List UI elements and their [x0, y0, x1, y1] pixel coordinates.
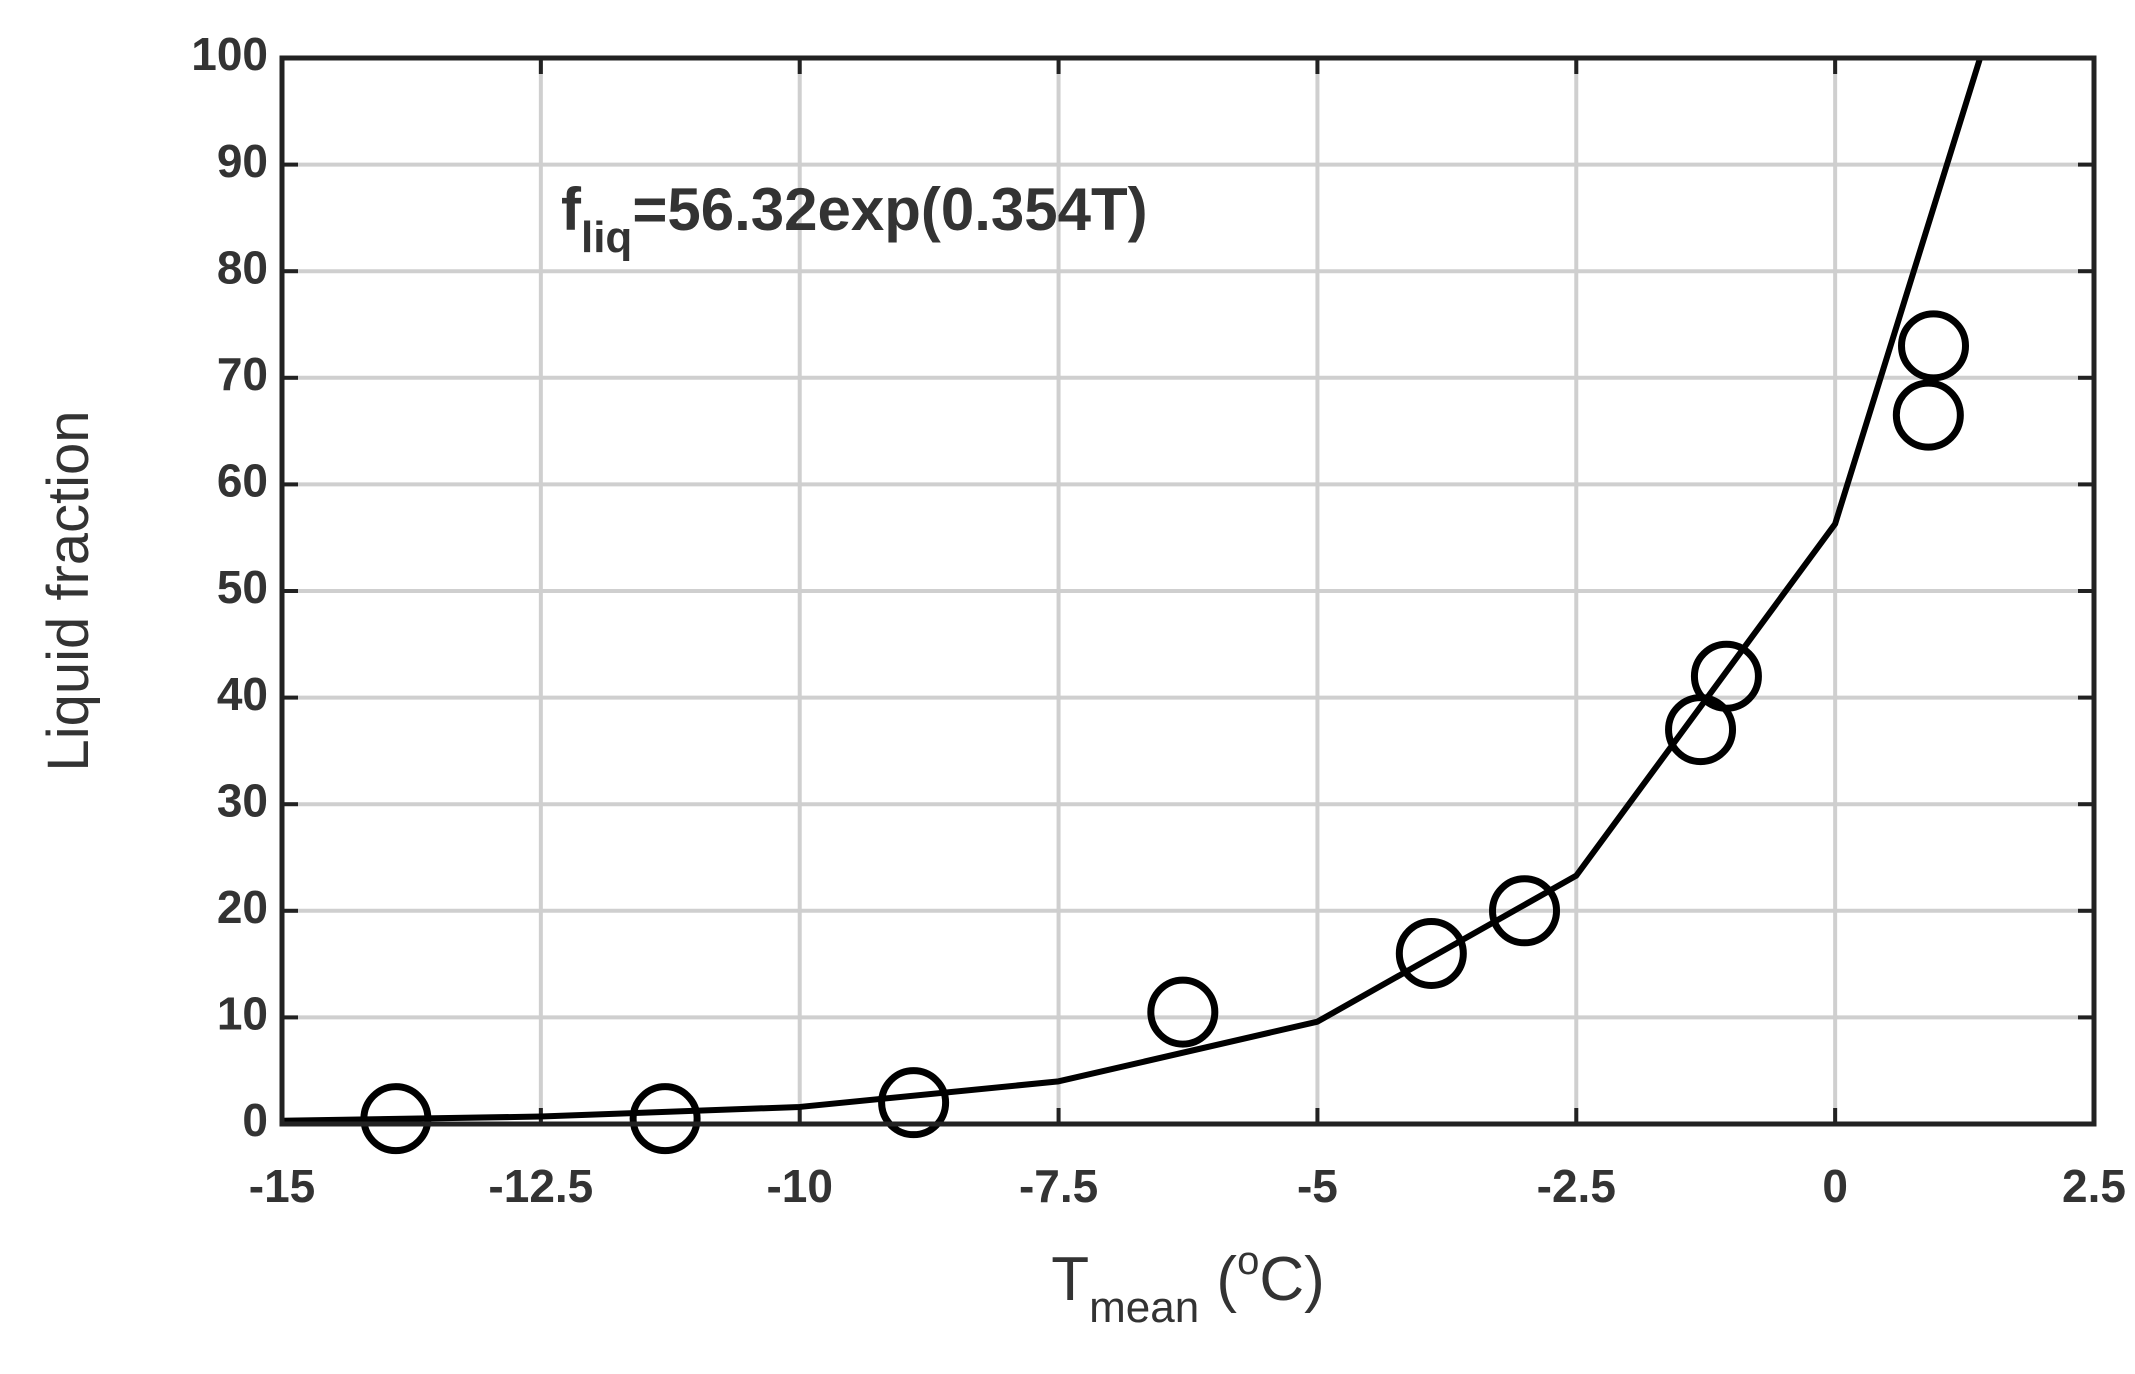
x-tick-label: 0: [1822, 1160, 1848, 1212]
y-tick-label: 100: [191, 28, 268, 80]
x-tick-label: -2.5: [1537, 1160, 1616, 1212]
grid: [280, 56, 2096, 1126]
y-tick-label: 90: [217, 135, 268, 187]
x-tick-label: -7.5: [1019, 1160, 1098, 1212]
y-tick-label: 10: [217, 988, 268, 1040]
y-tick-label: 30: [217, 774, 268, 826]
x-tick-label: -5: [1297, 1160, 1338, 1212]
y-tick-label: 20: [217, 881, 268, 933]
y-tick-label: 70: [217, 348, 268, 400]
marks: [281, 57, 1983, 1155]
y-tick-label: 0: [242, 1094, 268, 1146]
data-point: [1395, 917, 1467, 989]
y-axis-label: Liquid fraction: [36, 410, 101, 771]
y-tick-label: 60: [217, 455, 268, 507]
data-point: [629, 1083, 701, 1155]
y-tick-label: 50: [217, 561, 268, 613]
x-tick-label: 2.5: [2062, 1160, 2126, 1212]
annotation-part: liq: [581, 213, 632, 262]
data-point: [1892, 379, 1964, 451]
annotation-part: =56.32exp(0.354T): [632, 176, 1147, 243]
fit-line: [281, 57, 1983, 1124]
y-tick-label: 40: [217, 668, 268, 720]
annotation: fliq=56.32exp(0.354T): [561, 176, 1148, 262]
x-tick-label: -12.5: [488, 1160, 593, 1212]
data-point: [360, 1083, 432, 1155]
x-axis-label: Tmean (oC): [1051, 1239, 1325, 1332]
x-label-part: mean: [1089, 1283, 1199, 1332]
x-label-part: o: [1237, 1239, 1259, 1283]
plot-frame: [279, 55, 2097, 1127]
x-tick-label: -15: [249, 1160, 315, 1212]
data-point: [878, 1067, 950, 1139]
data-point: [1690, 640, 1762, 712]
x-label-part: T: [1051, 1245, 1089, 1314]
data-point: [1147, 976, 1219, 1048]
data-point: [1898, 310, 1970, 382]
x-label-part: (: [1199, 1245, 1237, 1314]
annotation-part: f: [561, 176, 582, 243]
data-point: [1489, 875, 1561, 947]
x-tick-label: -10: [766, 1160, 832, 1212]
y-tick-label: 80: [217, 241, 268, 293]
x-label-part: C): [1259, 1245, 1324, 1314]
